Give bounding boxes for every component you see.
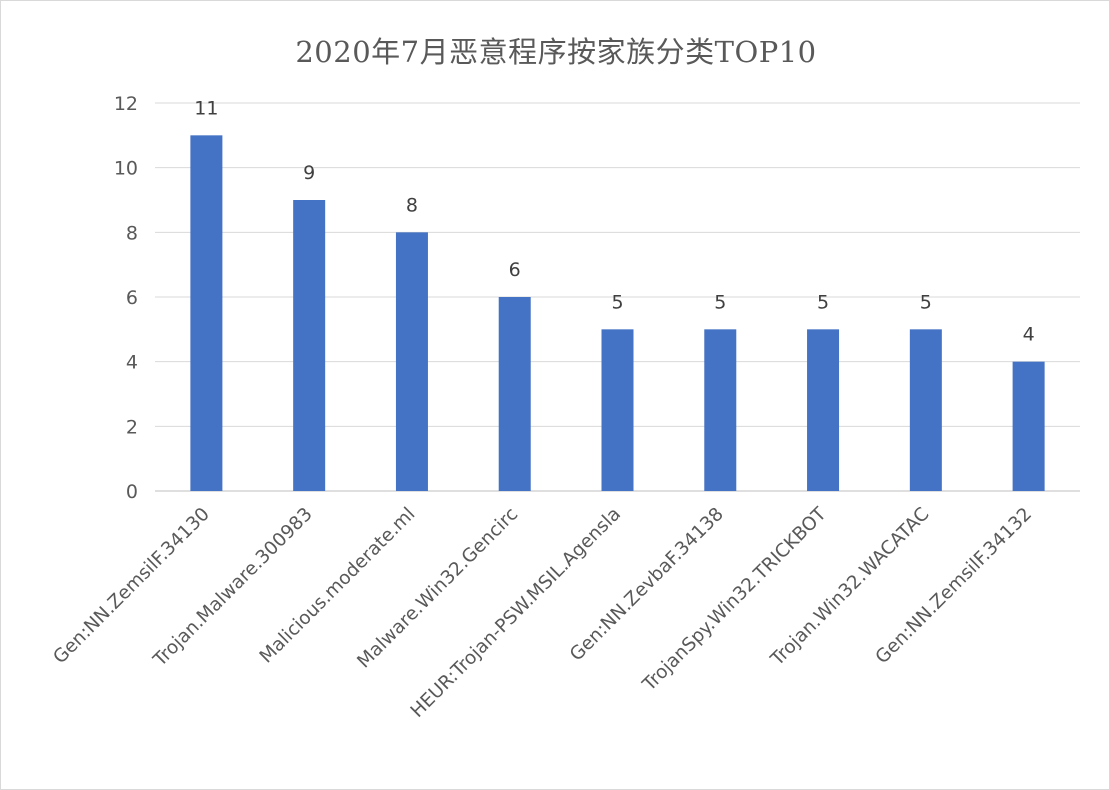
data-label: 11: [194, 97, 218, 119]
x-category-label: HEUR:Trojan-PSW.MSIL.Agensla: [407, 504, 625, 722]
y-tick-label: 4: [126, 352, 138, 374]
data-label: 9: [303, 162, 315, 184]
bar: [395, 232, 428, 492]
data-labels: 11 9 8 6 5 5 5 5 4: [194, 97, 1034, 345]
bar: [601, 329, 634, 491]
y-tick-label: 12: [114, 93, 138, 115]
y-tick-label: 10: [114, 158, 138, 180]
bar: [293, 200, 326, 491]
data-label: 5: [611, 291, 623, 313]
y-tick-label: 6: [126, 287, 138, 309]
bars: [190, 135, 1045, 492]
data-label: 5: [714, 291, 726, 313]
bar: [909, 329, 942, 491]
x-category-label: TrojanSpy.Win32.TRICKBOT: [638, 503, 831, 696]
bar: [190, 135, 223, 492]
data-label: 5: [920, 291, 932, 313]
y-axis-ticks: 0 2 4 6 8 10 12: [114, 93, 138, 503]
bar: [704, 329, 737, 491]
y-tick-label: 0: [126, 481, 138, 503]
bar: [807, 329, 840, 491]
x-axis-categories: Gen:NN.ZemsilF.34130Trojan.Malware.30098…: [49, 503, 1036, 722]
data-label: 6: [509, 259, 521, 281]
data-label: 5: [817, 291, 829, 313]
y-tick-label: 2: [126, 416, 138, 438]
data-label: 8: [406, 194, 418, 216]
data-label: 4: [1023, 324, 1035, 346]
bar: [1012, 361, 1045, 491]
y-tick-label: 8: [126, 222, 138, 244]
bar: [498, 297, 531, 491]
chart-title: 2020年7月恶意程序按家族分类TOP10: [295, 35, 817, 69]
